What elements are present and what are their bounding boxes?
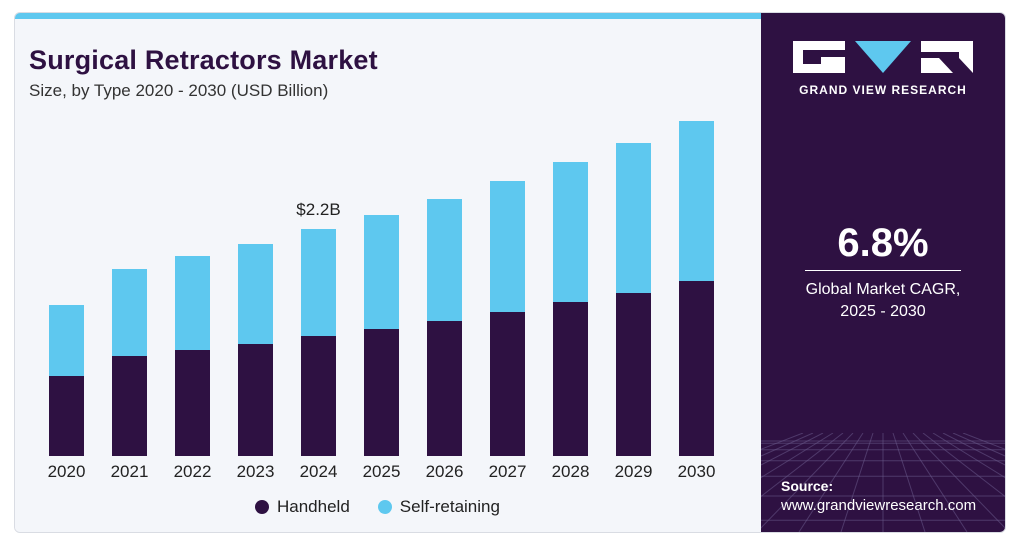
- bar-handheld-2022: [175, 350, 210, 456]
- bar-handheld-2020: [49, 376, 84, 456]
- x-tick-label: 2025: [363, 462, 401, 481]
- bar-handheld-2021: [112, 356, 147, 456]
- bar-self-retaining-2030: [679, 121, 714, 281]
- bar-self-retaining-2027: [490, 181, 525, 312]
- cagr-value: 6.8%: [837, 221, 929, 265]
- cagr-period: 2025 - 2030: [840, 303, 926, 320]
- chart-title: Surgical Retractors Market: [29, 45, 378, 75]
- x-tick-label: 2023: [237, 462, 275, 481]
- legend-label-self-retaining: Self-retaining: [399, 497, 500, 516]
- legend-swatch-self-retaining: [377, 500, 392, 514]
- bar-handheld-2027: [490, 312, 525, 456]
- bar-self-retaining-2028: [553, 162, 588, 302]
- grid-decoration: [761, 433, 1005, 532]
- legend-swatch-handheld: [255, 500, 269, 514]
- bar-handheld-2029: [616, 293, 651, 456]
- bar-self-retaining-2024: [301, 229, 336, 336]
- bar-self-retaining-2021: [112, 269, 147, 356]
- bar-self-retaining-2022: [175, 256, 210, 350]
- x-tick-label: 2029: [615, 462, 653, 481]
- legend-item-handheld: Handheld: [255, 497, 350, 517]
- x-tick-label: 2030: [678, 462, 716, 481]
- chart-subtitle: Size, by Type 2020 - 2030 (USD Billion): [29, 81, 329, 100]
- x-tick-label: 2027: [489, 462, 527, 481]
- accent-bar: [15, 13, 761, 19]
- chart-panel: Surgical Retractors Market Size, by Type…: [15, 19, 761, 532]
- x-tick-label: 2026: [426, 462, 464, 481]
- brand-name: GRAND VIEW RESEARCH: [799, 83, 967, 97]
- bar-self-retaining-2029: [616, 143, 651, 293]
- cagr-label: Global Market CAGR,: [805, 281, 961, 298]
- bar-self-retaining-2025: [364, 215, 399, 329]
- brand-logo-icon: [793, 41, 973, 73]
- source-url: www.grandviewresearch.com: [781, 497, 977, 514]
- x-tick-label: 2020: [48, 462, 86, 481]
- bar-self-retaining-2026: [427, 199, 462, 321]
- x-tick-label: 2021: [111, 462, 149, 481]
- stacked-bar-chart: 2020 2021 2022 2023 2024 $2.2B 2025 2026 2027 202…: [48, 121, 716, 481]
- data-label-2024: $2.2B: [296, 200, 340, 219]
- infographic-card: Surgical Retractors Market Size, by Type…: [14, 12, 1006, 533]
- legend-label-handheld: Handheld: [277, 497, 350, 516]
- bar-handheld-2026: [427, 321, 462, 456]
- chart-legend: Handheld Self-retaining: [255, 497, 500, 517]
- bar-handheld-2030: [679, 281, 714, 456]
- x-tick-label: 2022: [174, 462, 212, 481]
- sidebar-panel: GRAND VIEW RESEARCH 6.8% Global Market C…: [761, 13, 1005, 532]
- x-tick-label: 2024: [300, 462, 338, 481]
- bar-self-retaining-2023: [238, 244, 273, 344]
- legend-item-self-retaining: Self-retaining: [377, 497, 500, 517]
- bar-handheld-2023: [238, 344, 273, 456]
- bar-handheld-2025: [364, 329, 399, 456]
- source-label: Source:: [781, 478, 834, 494]
- divider: [805, 270, 961, 271]
- x-tick-label: 2028: [552, 462, 590, 481]
- bar-handheld-2024: [301, 336, 336, 456]
- bar-handheld-2028: [553, 302, 588, 456]
- bar-self-retaining-2020: [49, 305, 84, 376]
